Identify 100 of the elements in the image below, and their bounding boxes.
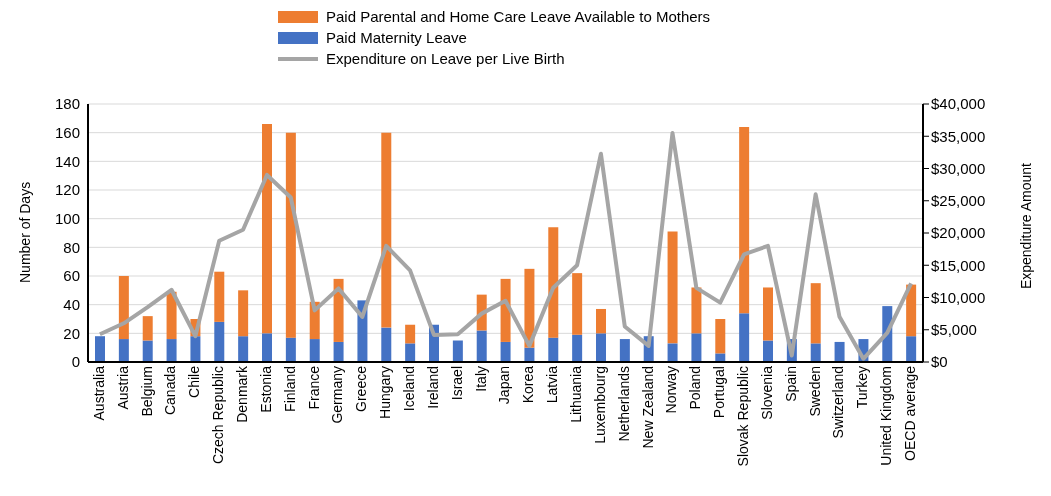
- bar: [572, 334, 583, 362]
- x-tick-label: Luxembourg: [591, 366, 608, 444]
- x-tick-label: Sweden: [806, 366, 823, 417]
- bar: [118, 339, 129, 362]
- y-tick-label: 100: [54, 209, 80, 227]
- bar: [500, 341, 511, 362]
- bar: [906, 336, 917, 362]
- x-tick-label: Canada: [162, 365, 179, 416]
- x-tick-label: Poland: [687, 366, 704, 410]
- bar: [476, 330, 487, 362]
- bar: [691, 287, 702, 334]
- x-tick-label: Denmark: [234, 365, 251, 423]
- y2-tick-label: $30,000: [931, 159, 986, 177]
- bar: [285, 337, 296, 362]
- x-tick-label: Italy: [472, 366, 489, 392]
- bar: [381, 327, 392, 362]
- y-tick-label: 160: [54, 123, 80, 141]
- bar: [524, 347, 535, 362]
- legend-label: Paid Maternity Leave: [326, 29, 467, 46]
- x-tick-label: Chile: [186, 365, 203, 398]
- bar: [333, 278, 344, 342]
- bar: [667, 231, 678, 344]
- bar: [452, 340, 463, 362]
- bar: [739, 313, 750, 362]
- y-tick-label: 80: [63, 238, 80, 256]
- y2-tick-label: $10,000: [931, 288, 986, 306]
- bar: [238, 290, 249, 337]
- x-tick-label: Greece: [353, 365, 370, 412]
- bar: [142, 316, 153, 341]
- bar: [739, 126, 750, 314]
- x-tick-label: Belgium: [138, 366, 155, 417]
- x-tick-label: Estonia: [257, 365, 274, 413]
- y-tick-label: 140: [54, 152, 80, 170]
- x-tick-label: Hungary: [377, 366, 394, 419]
- x-tick-label: OECD average: [902, 365, 919, 461]
- x-tick-label: United Kingdom: [878, 366, 895, 466]
- y-tick-label: 60: [63, 267, 80, 285]
- bar: [572, 273, 583, 335]
- bar: [381, 132, 392, 328]
- bar: [596, 333, 606, 362]
- bar: [810, 283, 821, 344]
- line-series: [97, 131, 914, 361]
- bar: [810, 343, 821, 362]
- x-tick-label: Iceland: [401, 366, 418, 412]
- bar: [715, 319, 726, 354]
- y-tick-label: 180: [54, 95, 80, 113]
- y2-tick-label: $40,000: [931, 95, 986, 113]
- x-tick-label: New Zealand: [639, 366, 656, 449]
- bar: [596, 308, 606, 334]
- y2-tick-label: $35,000: [931, 127, 986, 145]
- y-tick-label: 20: [63, 324, 80, 342]
- y-tick-label: 0: [71, 353, 80, 371]
- x-tick-label: France: [305, 365, 322, 410]
- y2-tick-label: $0: [931, 353, 948, 371]
- bar: [190, 336, 201, 362]
- x-tick-label: Portugal: [711, 366, 728, 419]
- x-tick-label: Turkey: [854, 366, 871, 409]
- bar: [763, 287, 773, 341]
- x-tick-label: Finland: [281, 366, 298, 412]
- bar: [548, 227, 559, 338]
- bar: [405, 343, 416, 362]
- y-tick-label: 40: [63, 295, 80, 313]
- bar: [619, 339, 630, 362]
- x-tick-label: Germany: [329, 366, 346, 424]
- bar: [906, 284, 917, 337]
- x-tick-label: Slovak Republic: [735, 366, 752, 467]
- bar: [405, 324, 416, 344]
- x-tick-label: Spain: [782, 366, 799, 402]
- y-tick-label: 120: [54, 181, 80, 199]
- bar: [763, 340, 773, 362]
- bar: [262, 124, 272, 334]
- bar: [834, 341, 845, 362]
- bar: [214, 321, 225, 362]
- x-tick-label: Lithuania: [568, 365, 585, 423]
- bar: [95, 336, 105, 362]
- y2-axis-title: Expenditure Amount: [1017, 162, 1034, 290]
- bar: [285, 132, 296, 338]
- x-tick-label: Czech Republic: [210, 366, 227, 465]
- x-tick-label: Israel: [448, 366, 465, 401]
- x-tick-label: Norway: [663, 366, 680, 414]
- bar: [309, 339, 320, 362]
- y2-tick-label: $5,000: [931, 321, 977, 339]
- y2-tick-label: $20,000: [931, 224, 986, 242]
- x-tick-label: Austria: [114, 365, 131, 410]
- legend-label: Expenditure on Leave per Live Birth: [326, 50, 565, 67]
- bar: [715, 353, 726, 362]
- bar: [262, 333, 272, 362]
- x-tick-label: Latvia: [544, 365, 561, 404]
- x-tick-label: Slovenia: [758, 365, 775, 420]
- bar: [118, 276, 129, 340]
- bar: [142, 340, 153, 362]
- bar: [548, 337, 559, 362]
- x-tick-label: Ireland: [424, 366, 441, 409]
- y2-tick-label: $15,000: [931, 256, 986, 274]
- y2-tick-label: $25,000: [931, 192, 986, 210]
- bar: [667, 343, 678, 362]
- bar: [214, 271, 225, 322]
- y-axis-title: Number of Days: [16, 181, 33, 283]
- legend-label: Paid Parental and Home Care Leave Available to Mothers: [326, 8, 711, 25]
- bar: [166, 339, 177, 362]
